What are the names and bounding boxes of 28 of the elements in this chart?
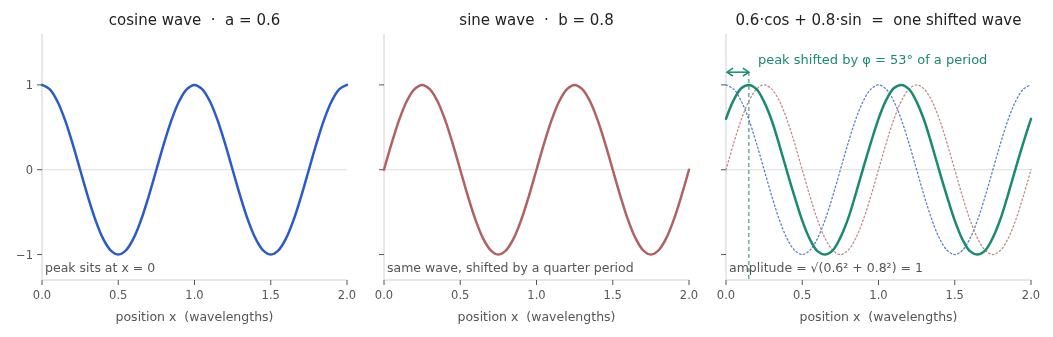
x-tick-label: 0.0 bbox=[374, 288, 394, 302]
x-axis-title: position x (wavelengths) bbox=[799, 309, 958, 324]
x-tick-label: 0.0 bbox=[716, 288, 736, 302]
x-tick-label: 0.5 bbox=[793, 288, 812, 302]
x-tick-label: 0.0 bbox=[32, 288, 52, 302]
x-axis-title: position x (wavelengths) bbox=[115, 309, 274, 324]
x-tick-label: 2.0 bbox=[1021, 288, 1041, 302]
x-tick-label: 1.5 bbox=[261, 288, 280, 302]
x-tick-label: 0.5 bbox=[109, 288, 128, 302]
x-tick-label: 1.0 bbox=[185, 288, 204, 302]
y-tick-label: 0 bbox=[25, 162, 33, 177]
annotation: peak shifted by φ = 53° of a period bbox=[757, 52, 988, 68]
x-tick-label: 0.5 bbox=[451, 288, 470, 302]
x-tick-label: 1.5 bbox=[945, 288, 964, 302]
annotation: same wave, shifted by a quarter period bbox=[387, 260, 634, 275]
chart-title: 0.6·cos + 0.8·sin = one shifted wave bbox=[735, 11, 1022, 29]
chart-title: cosine wave · a = 0.6 bbox=[108, 11, 281, 29]
x-axis-title: position x (wavelengths) bbox=[457, 309, 616, 324]
x-tick-label: 1.0 bbox=[869, 288, 888, 302]
chart-title: sine wave · b = 0.8 bbox=[459, 11, 614, 29]
annotation: peak sits at x = 0 bbox=[45, 260, 156, 275]
x-tick-label: 2.0 bbox=[337, 288, 357, 302]
y-tick-label: 1 bbox=[25, 77, 33, 92]
annotation: amplitude = √(0.6² + 0.8²) = 1 bbox=[729, 260, 923, 275]
x-tick-label: 1.5 bbox=[603, 288, 622, 302]
y-tick-label: −1 bbox=[16, 247, 33, 262]
x-tick-label: 2.0 bbox=[679, 288, 699, 302]
x-tick-label: 1.0 bbox=[527, 288, 546, 302]
